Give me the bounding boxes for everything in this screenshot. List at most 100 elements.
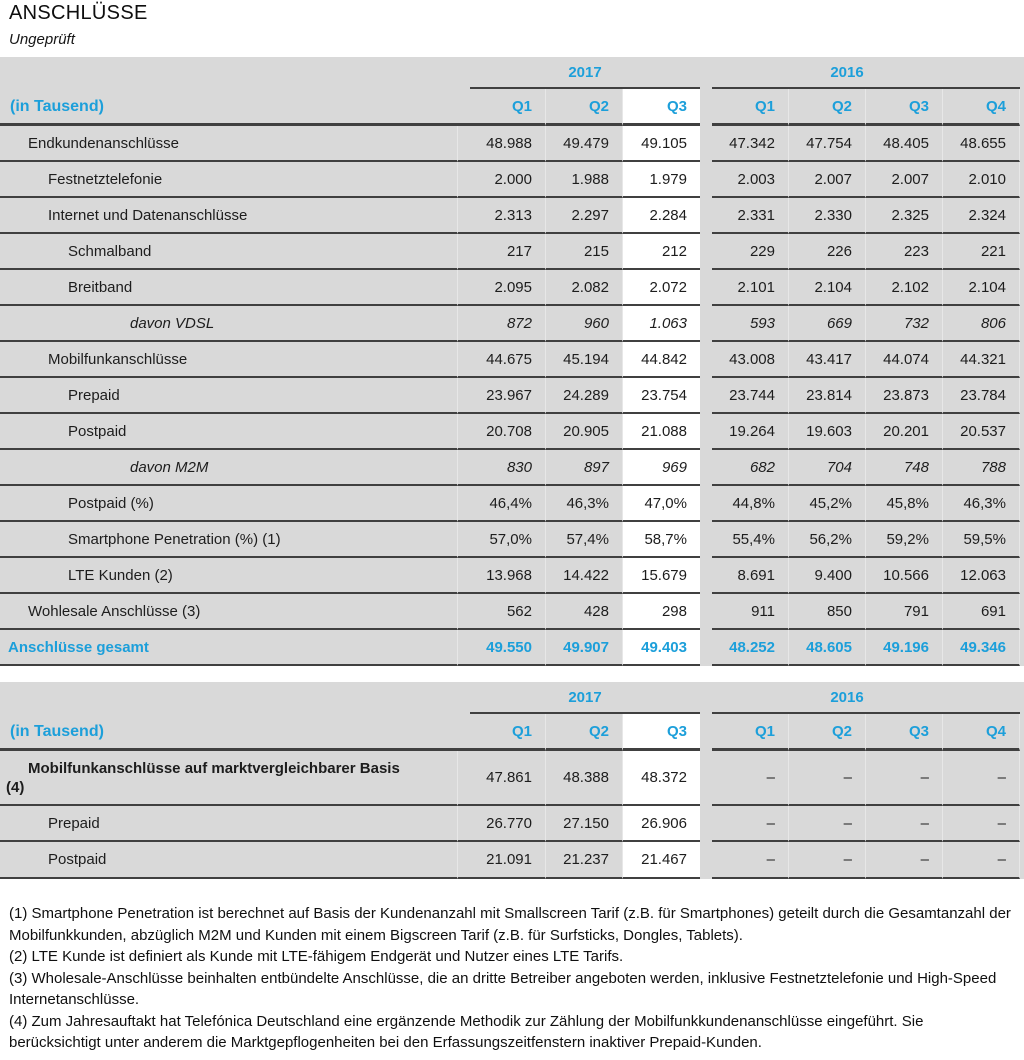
value-cell: 2.072	[623, 270, 700, 306]
value-cell: –	[712, 751, 789, 806]
quarter-header-2016-q1: Q1	[712, 714, 789, 751]
spacer-cell	[458, 714, 470, 751]
spacer-cell	[700, 306, 712, 342]
quarter-header-2017-q3-highlighted: Q3	[623, 714, 700, 751]
value-cell: 44.675	[470, 342, 546, 378]
value-cell: 704	[789, 450, 866, 486]
value-cell: 223	[866, 234, 943, 270]
year-label: 2016	[830, 63, 864, 81]
spacer-cell	[458, 522, 470, 558]
value-cell: 2.284	[623, 198, 700, 234]
value-cell: 2.010	[943, 162, 1020, 198]
spacer-cell	[458, 751, 470, 806]
filler-cell	[1020, 486, 1024, 522]
value-cell: 44,8%	[712, 486, 789, 522]
value-cell: 49.907	[546, 630, 623, 666]
filler-cell	[1020, 682, 1024, 751]
value-cell: 2.101	[712, 270, 789, 306]
row-label: Postpaid	[0, 414, 458, 450]
filler-cell	[1020, 57, 1024, 126]
footnote: (4) Zum Jahresauftakt hat Telefónica Deu…	[9, 1012, 924, 1052]
spacer-cell	[458, 57, 470, 89]
spacer-cell	[458, 450, 470, 486]
value-cell: 57,4%	[546, 522, 623, 558]
value-cell: –	[866, 806, 943, 842]
page-subtitle: Ungeprüft	[9, 31, 75, 48]
value-cell: 14.422	[546, 558, 623, 594]
value-cell: 2.297	[546, 198, 623, 234]
value-cell: 2.331	[712, 198, 789, 234]
value-cell: 2.003	[712, 162, 789, 198]
value-cell: 43.008	[712, 342, 789, 378]
quarter-header-2017-q3-highlighted: Q3	[623, 89, 700, 126]
value-cell: 45.194	[546, 342, 623, 378]
value-cell: 788	[943, 450, 1020, 486]
connections-table: (in Tausend) 2017 Q1 Q2 Q3 2016 Q1 Q2 Q3…	[0, 57, 1024, 666]
row-label: LTE Kunden (2)	[0, 558, 458, 594]
quarter-header-2016-q3: Q3	[866, 714, 943, 751]
value-cell: 2.007	[789, 162, 866, 198]
value-cell: –	[789, 842, 866, 879]
spacer-cell	[700, 342, 712, 378]
value-cell: 49.105	[623, 126, 700, 162]
value-cell: 44.074	[866, 342, 943, 378]
filler-cell	[1020, 270, 1024, 306]
value-cell: 732	[866, 306, 943, 342]
quarter-header-2017-q2: Q2	[546, 89, 623, 126]
spacer-cell	[700, 162, 712, 198]
filler-cell	[1020, 450, 1024, 486]
spacer-cell	[458, 414, 470, 450]
value-cell: 298	[623, 594, 700, 630]
value-cell: 20.708	[470, 414, 546, 450]
value-cell: 23.873	[866, 378, 943, 414]
row-label: Postpaid	[0, 842, 458, 879]
value-cell: 26.770	[470, 806, 546, 842]
value-cell: 47,0%	[623, 486, 700, 522]
quarter-header-2016-q2: Q2	[789, 89, 866, 126]
spacer-cell	[700, 450, 712, 486]
value-cell: 215	[546, 234, 623, 270]
value-cell: 2.104	[943, 270, 1020, 306]
spacer-cell	[700, 806, 712, 842]
value-cell: 47.861	[470, 751, 546, 806]
year-label: 2016	[830, 688, 864, 706]
row-label: Endkundenanschlüsse	[0, 126, 458, 162]
quarter-header-2017-q1: Q1	[470, 714, 546, 751]
value-cell: –	[866, 751, 943, 806]
value-cell: 2.104	[789, 270, 866, 306]
year-header-2016: 2016	[712, 682, 1020, 714]
value-cell: 217	[470, 234, 546, 270]
value-cell: 45,8%	[866, 486, 943, 522]
row-label: davon VDSL	[0, 306, 458, 342]
value-cell: –	[866, 842, 943, 879]
value-cell: 1.063	[623, 306, 700, 342]
year-label: 2017	[568, 688, 602, 706]
value-cell: –	[789, 806, 866, 842]
spacer-cell	[700, 270, 712, 306]
filler-cell	[1020, 558, 1024, 594]
row-label: Smartphone Penetration (%) (1)	[0, 522, 458, 558]
row-label: Anschlüsse gesamt	[0, 630, 458, 666]
spacer-cell	[458, 594, 470, 630]
footnote: (3) Wholesale-Anschlüsse beinhalten entb…	[9, 969, 997, 1009]
value-cell: 691	[943, 594, 1020, 630]
spacer-cell	[700, 126, 712, 162]
value-cell: 46,3%	[943, 486, 1020, 522]
spacer-cell	[458, 162, 470, 198]
value-cell: –	[789, 751, 866, 806]
spacer-cell	[700, 630, 712, 666]
value-cell: 850	[789, 594, 866, 630]
value-cell: 2.095	[470, 270, 546, 306]
spacer-cell	[700, 558, 712, 594]
value-cell: 2.313	[470, 198, 546, 234]
row-label: Mobilfunkanschlüsse auf marktvergleichba…	[0, 751, 458, 806]
value-cell: 20.905	[546, 414, 623, 450]
value-cell: 2.330	[789, 198, 866, 234]
value-cell: 428	[546, 594, 623, 630]
value-cell: 19.264	[712, 414, 789, 450]
value-cell: 48.655	[943, 126, 1020, 162]
value-cell: 48.405	[866, 126, 943, 162]
filler-cell	[1020, 630, 1024, 666]
filler-cell	[1020, 806, 1024, 842]
